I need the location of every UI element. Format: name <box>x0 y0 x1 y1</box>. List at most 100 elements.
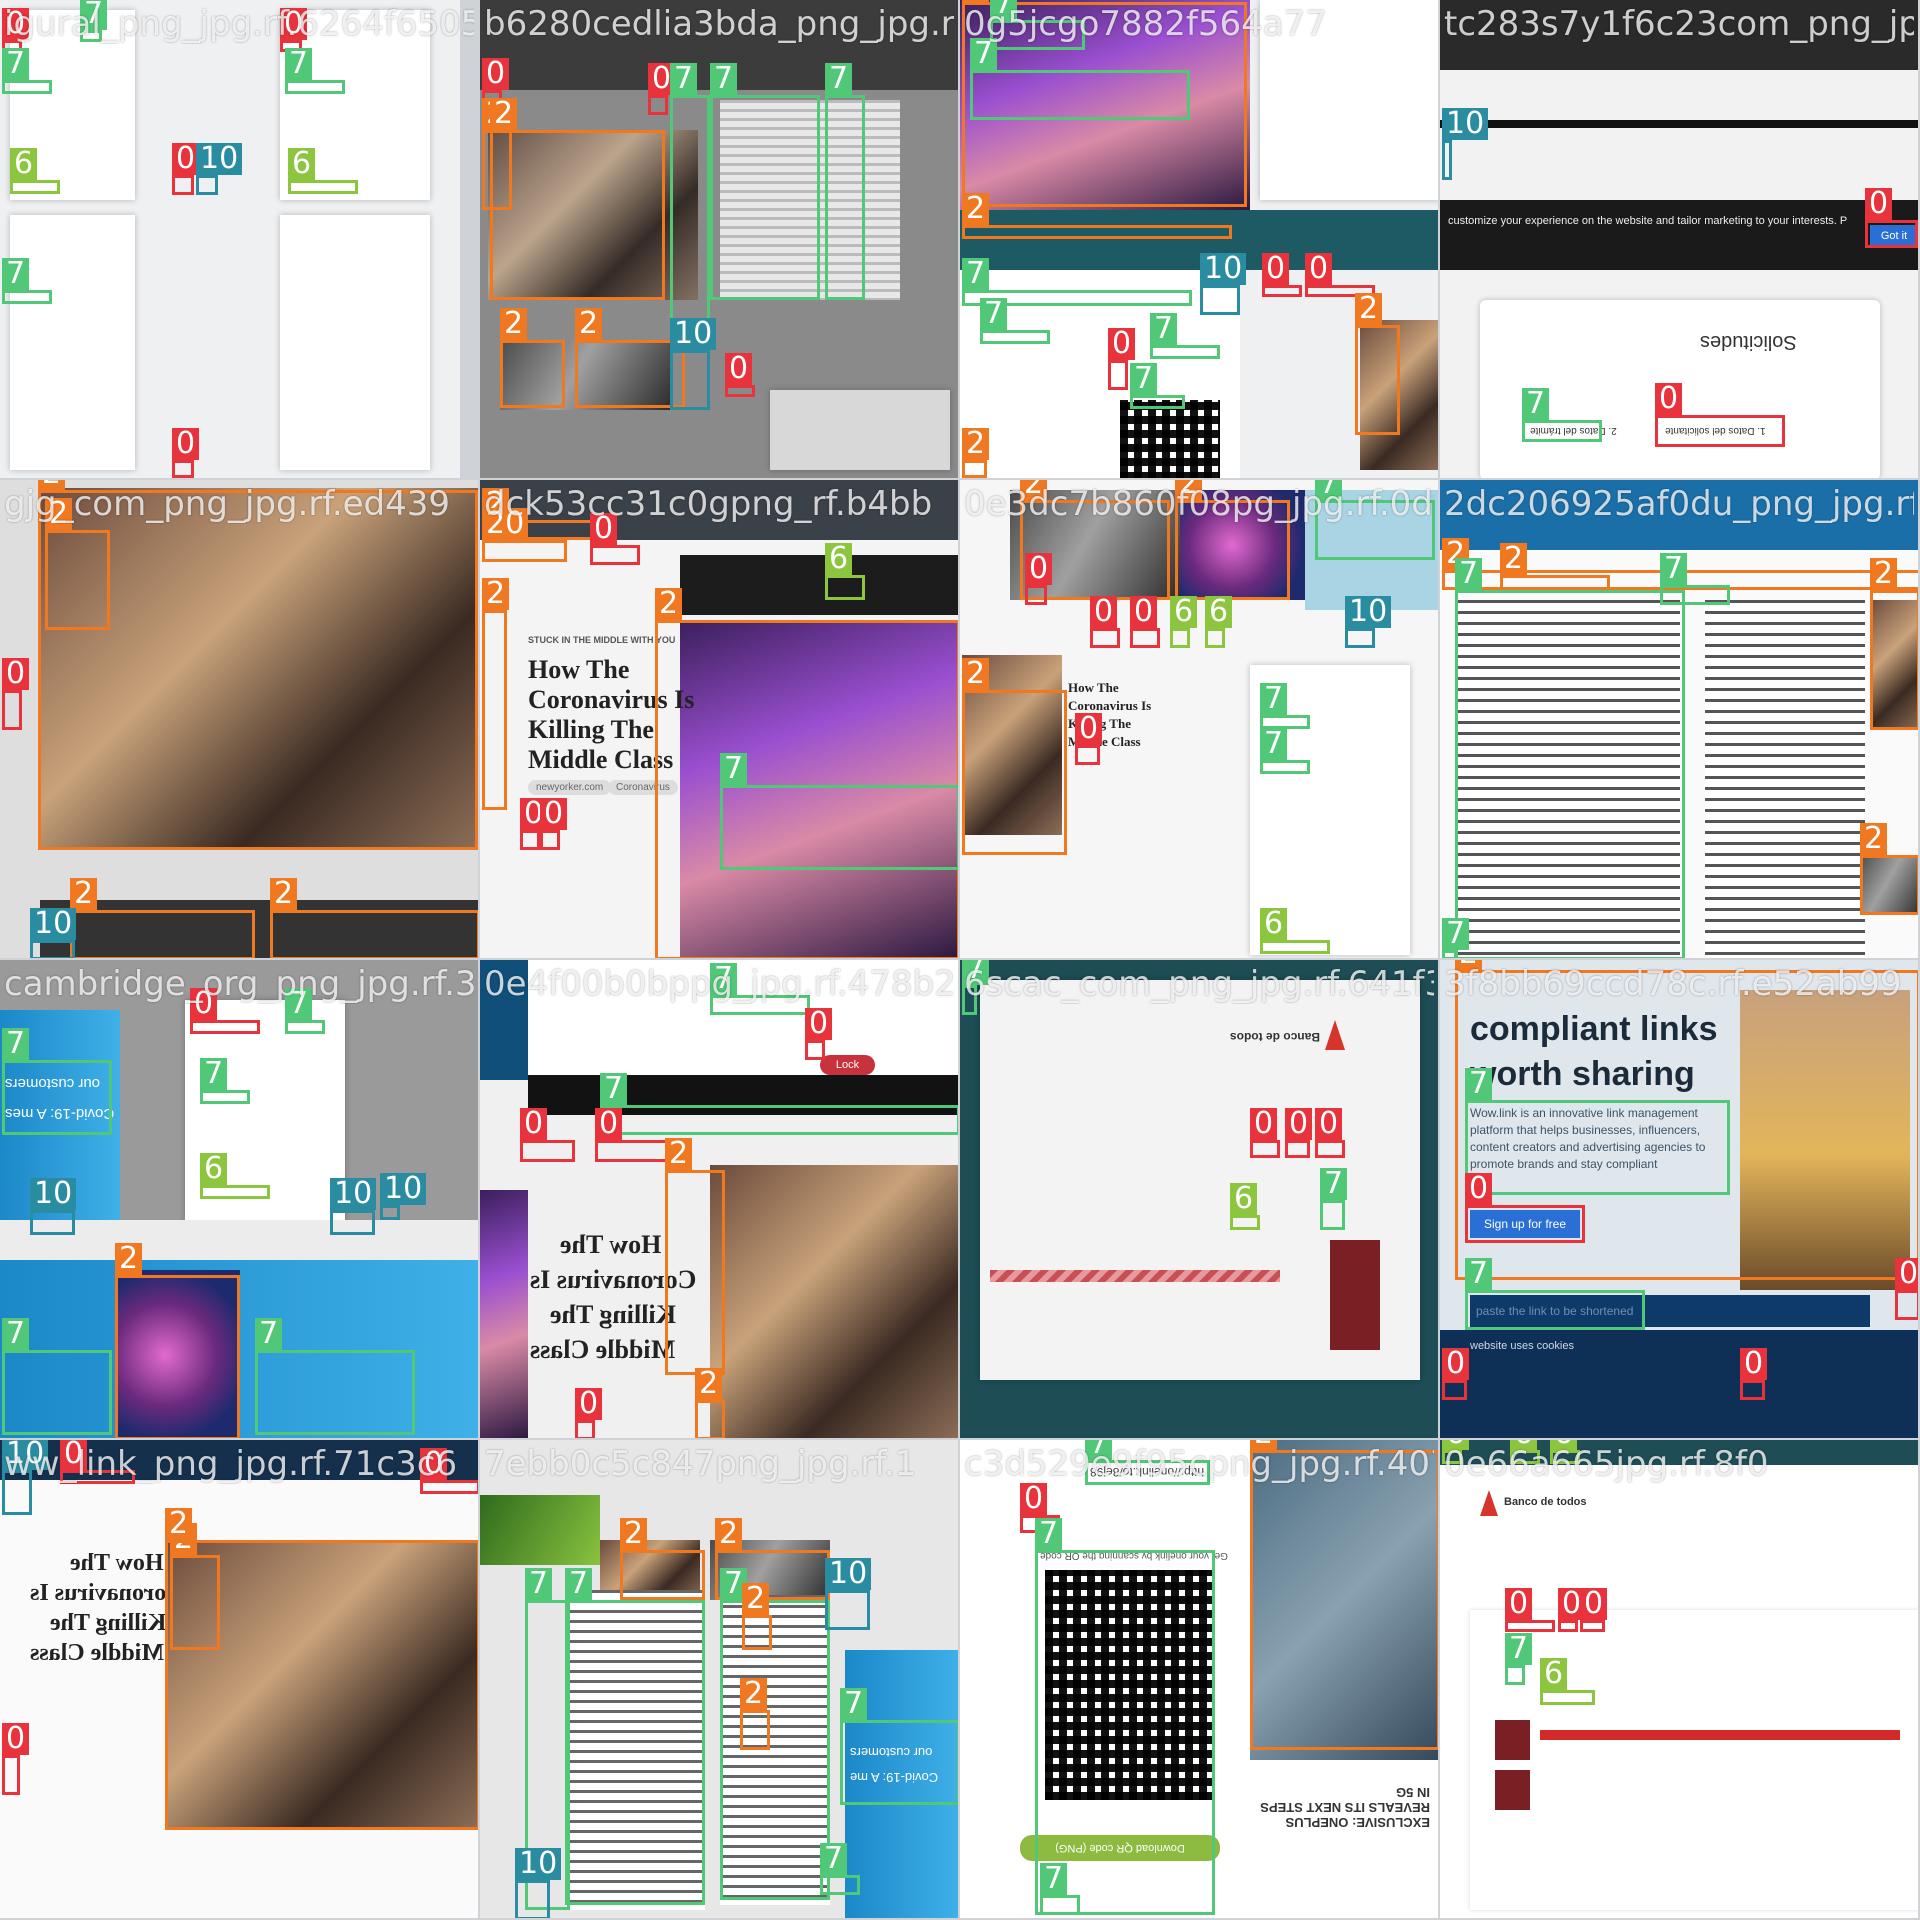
tile-mirrornews: Lock How The Coronavirus Is Killing The … <box>480 960 960 1440</box>
bbox: 7 <box>670 63 710 330</box>
bbox: 0 <box>1025 553 1053 605</box>
bbox: 7 <box>1150 313 1220 359</box>
bank-logo <box>1480 1490 1498 1516</box>
bbox: 2 <box>962 0 1247 207</box>
topic-chip[interactable]: Coronavirus <box>608 780 678 795</box>
tile-cookie: customize your experience on the website… <box>1440 0 1920 480</box>
bbox: 2 <box>38 480 478 850</box>
bbox: 0 <box>1655 383 1785 447</box>
tile-filename: cambridge_org_png_jpg.rf.3cc <box>4 964 474 1004</box>
headline-line-4: Middle Class <box>530 1335 676 1364</box>
link-input[interactable]: paste the link to be shortened <box>1470 1295 1870 1327</box>
bbox: 10 <box>515 1848 562 1918</box>
tile-filename: 6scac_com_png_jpg.rf.641f3 <box>964 964 1434 1004</box>
bbox: 7 <box>2 258 52 304</box>
bbox: 2 <box>1500 543 1610 590</box>
bbox: 7 <box>80 0 108 42</box>
bbox: 6 <box>825 543 865 600</box>
tile-bluecovid: Covid-19: A mes our customers cambridge_… <box>0 960 480 1440</box>
tile-filename: ww_link_png_jpg.rf.71c3c6 <box>4 1444 458 1484</box>
tile-bank2: Banco de todos 0e66a665jpg.rf.8f0 6 6 6 … <box>1440 1440 1920 1920</box>
bbox: 0 <box>190 988 260 1034</box>
bbox: 0 <box>1130 596 1160 648</box>
bbox: 7 <box>2 1318 112 1435</box>
bbox: 2 <box>1455 960 1918 1280</box>
headline-line-1: How The <box>528 655 630 684</box>
bbox: 6 <box>10 148 60 194</box>
bbox: 7 <box>1320 1168 1348 1230</box>
lock-button[interactable]: Lock <box>820 1055 875 1075</box>
bbox: 0 <box>1075 713 1103 765</box>
bbox: 0 <box>540 798 568 850</box>
bbox: 10 <box>1345 596 1392 648</box>
side-panel <box>1495 1770 1530 1810</box>
signup-button[interactable]: Sign up for free <box>1470 1210 1580 1238</box>
source-chip[interactable]: newyorker.com <box>528 780 612 795</box>
bbox: 0 <box>1285 1108 1313 1158</box>
cookie-bar <box>1440 1330 1918 1438</box>
tile-collage: Covid-19: A me our customers 7ebb0c5c847… <box>480 1440 960 1920</box>
tile-art: gjg_com_png_jpg.rf.ed439 2 2 0 2 2 10 <box>0 480 480 960</box>
bbox: 2 <box>1860 823 1918 915</box>
bbox: 10 <box>670 318 717 410</box>
bbox: 0 <box>2 1723 30 1795</box>
tile-filename: 2dc206925af0du_png_jpg.rf <box>1444 484 1914 524</box>
bbox: 7 <box>285 988 325 1034</box>
article-tag: STUCK IN THE MIDDLE WITH YOU <box>528 635 676 645</box>
got-it-button[interactable]: Got it <box>1870 225 1918 247</box>
bbox: 6 <box>1550 1440 1580 1464</box>
bbox: 7 <box>1465 1068 1730 1195</box>
bbox: 0 <box>805 1008 833 1060</box>
bbox: 0 <box>1090 596 1120 648</box>
bbox: 2 <box>490 98 665 300</box>
headline-line-2: Coronavirus Is <box>30 1580 184 1606</box>
bbox: 7 <box>1455 558 1685 958</box>
bbox: 0 <box>648 63 676 115</box>
bbox: 0 <box>1305 253 1375 297</box>
bbox: 10 <box>30 1178 77 1235</box>
bbox: 7 <box>980 298 1050 344</box>
tile-textcols: 2dc206925af0du_png_jpg.rf 2 2 7 7 2 2 7 <box>1440 480 1920 960</box>
hero-heading-2: worth sharing <box>1470 1055 1695 1093</box>
bbox: 7 <box>1315 480 1435 560</box>
bbox: 7 <box>962 960 990 1015</box>
bbox: 2 <box>962 658 1067 855</box>
tile-filename: tc283s7y1f6c23com_png_jpg <box>1444 4 1914 44</box>
bbox: 7 <box>710 63 820 300</box>
bbox: 6 <box>1260 908 1330 954</box>
headline-line-4: Middle Class <box>528 745 674 774</box>
bbox: 2 <box>115 1243 240 1438</box>
bbox: 2 <box>1870 558 1918 730</box>
bbox: 0 <box>1108 328 1136 390</box>
bbox: 0 <box>1558 1588 1586 1632</box>
tile-bw-news: b6280cedlia3bda_png_jpg.rf 0 0 7 7 7 2 2… <box>480 0 960 480</box>
bbox: 0 <box>575 1388 603 1438</box>
tile-filename: 0e4f00b0bppg_jpg.rf.478b2 <box>484 964 954 1004</box>
bbox: 0 <box>1020 1483 1060 1533</box>
bbox: 0 <box>725 353 755 397</box>
headline-line-1: How The <box>560 1230 662 1259</box>
bbox: 2 <box>270 878 478 958</box>
bbox: 2 <box>500 308 565 408</box>
headline-line-4: Middle Class <box>30 1640 165 1666</box>
bbox: 0 <box>1250 1108 1280 1158</box>
bbox: 7 <box>1085 1440 1210 1485</box>
tile-filename: 0g5jcgo7882f564a77 <box>964 4 1327 44</box>
bbox: 7 <box>600 1073 958 1135</box>
bbox: 2 <box>715 1518 830 1600</box>
bbox: 0 <box>172 428 200 478</box>
bbox: 0 <box>1865 188 1918 248</box>
bbox: 0 <box>1895 1258 1918 1320</box>
bbox: 10 <box>1442 108 1489 180</box>
bbox: 7 <box>1442 918 1470 958</box>
headline-line-3: Killing The <box>50 1610 167 1636</box>
bbox: 7 <box>1465 1258 1645 1330</box>
bbox: 7 <box>990 0 1085 50</box>
bbox: 0 <box>520 1108 575 1162</box>
person-photo <box>1740 990 1910 1290</box>
bbox: 7 <box>720 753 958 870</box>
bbox: 7 <box>200 1058 250 1104</box>
bbox: 6 <box>1170 596 1198 648</box>
bbox: 0 <box>1315 1108 1345 1158</box>
bbox: 0 <box>1580 1588 1608 1632</box>
